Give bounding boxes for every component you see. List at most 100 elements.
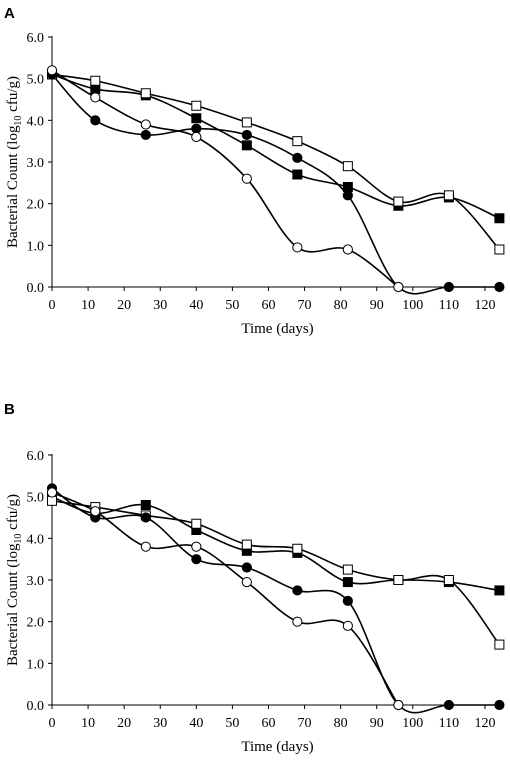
x-tick-label: 110	[439, 716, 459, 731]
data-point-open-circle	[292, 616, 303, 627]
x-tick-label: 40	[189, 716, 203, 731]
data-point-open-square	[292, 543, 303, 554]
data-point-open-circle	[393, 699, 404, 711]
x-tick-label: 80	[334, 716, 348, 731]
x-tick-label: 0	[49, 298, 56, 313]
series-line-open-circle	[51, 69, 399, 288]
series-markers-open-square	[47, 69, 505, 255]
data-point-filled-circle	[443, 699, 454, 711]
data-point-filled-square	[140, 500, 151, 510]
data-point-filled-square	[342, 577, 353, 588]
data-point-filled-circle	[191, 123, 202, 134]
data-point-open-circle	[90, 506, 101, 517]
data-point-filled-circle	[443, 281, 454, 293]
data-point-filled-circle	[494, 281, 505, 293]
x-axis-title: Time (days)	[241, 739, 313, 755]
y-tick-label: 5.0	[27, 491, 45, 506]
y-tick-label: 0.0	[27, 281, 45, 296]
data-point-filled-circle	[494, 699, 505, 711]
panel-letter: A	[4, 5, 15, 22]
data-point-filled-circle	[140, 512, 151, 523]
y-axis-title-suffix: cfu/g)	[5, 494, 21, 534]
y-tick-label: 4.0	[27, 532, 45, 547]
y-tick-label: 6.0	[27, 31, 45, 46]
data-point-open-circle	[241, 173, 252, 184]
y-axis-title: Bacterial Count (log10 cfu/g)	[5, 76, 24, 248]
data-point-open-square	[191, 518, 202, 529]
chart-panel-a: A 0.0 1.0 2.0 3.0 4.0 5.0 6.0 0 10 20 30 40 50 60 70 80 9…	[4, 5, 505, 337]
data-point-filled-square	[342, 182, 353, 192]
data-point-open-square	[241, 539, 252, 550]
data-point-open-square	[90, 75, 101, 86]
x-tick-label: 80	[334, 298, 348, 313]
x-tick-label: 50	[225, 298, 239, 313]
data-point-filled-circle	[241, 562, 252, 573]
data-point-open-square	[443, 190, 454, 201]
data-point-filled-circle	[342, 595, 353, 606]
data-point-open-square	[191, 100, 202, 111]
data-point-open-square	[342, 161, 353, 172]
data-point-filled-circle	[292, 585, 303, 596]
data-point-open-circle	[140, 541, 151, 552]
series-markers-filled-circle	[46, 69, 505, 293]
x-tick-label: 90	[370, 716, 384, 731]
y-axis-title-suffix: cfu/g)	[5, 76, 21, 116]
x-tick-label: 70	[298, 716, 312, 731]
data-point-filled-square	[292, 169, 303, 180]
y-tick-label: 0.0	[27, 699, 45, 714]
x-tick-label: 10	[81, 716, 95, 731]
x-tick-label: 0	[49, 716, 56, 731]
x-tick-label: 30	[153, 298, 167, 313]
panel-letter: B	[4, 401, 15, 418]
y-axis-title-subscript: 10	[13, 534, 24, 544]
x-tick-label: 20	[117, 298, 131, 313]
y-tick-label: 6.0	[27, 449, 45, 464]
data-point-filled-circle	[191, 554, 202, 565]
y-tick-label: 4.0	[27, 114, 45, 129]
x-tick-label: 90	[370, 298, 384, 313]
series-markers-open-circle	[46, 487, 404, 711]
data-point-filled-square	[191, 113, 202, 124]
series-line-open-square	[51, 73, 500, 251]
data-point-open-circle	[342, 244, 353, 255]
data-point-open-square	[393, 575, 404, 585]
y-tick-label: 1.0	[27, 239, 45, 254]
data-point-open-square	[494, 244, 505, 255]
data-point-open-circle	[241, 576, 252, 588]
x-tick-label: 100	[402, 298, 423, 313]
data-point-filled-square	[241, 140, 252, 151]
data-point-open-square	[241, 117, 252, 128]
data-point-open-square	[443, 575, 454, 585]
data-point-open-circle	[342, 620, 353, 631]
data-point-filled-circle	[90, 115, 101, 126]
data-point-open-circle	[191, 541, 202, 552]
data-point-filled-square	[90, 84, 101, 95]
series-markers-open-circle	[46, 65, 404, 293]
data-point-open-square	[140, 88, 151, 99]
y-axis-title-prefix: Bacterial Count (log	[5, 543, 21, 666]
data-point-open-circle	[292, 242, 303, 253]
x-tick-label: 30	[153, 716, 167, 731]
data-point-open-square	[342, 564, 353, 575]
data-point-open-circle	[90, 92, 101, 103]
data-point-open-circle	[46, 65, 58, 76]
data-point-open-circle	[46, 487, 58, 498]
data-point-open-square	[494, 639, 505, 650]
data-point-filled-circle	[342, 190, 353, 201]
y-tick-label: 3.0	[27, 156, 45, 171]
data-point-filled-circle	[140, 129, 151, 141]
series-markers-open-square	[47, 495, 505, 650]
data-point-open-circle	[393, 281, 404, 293]
series-line-filled-square	[51, 73, 500, 219]
y-axis-title-subscript: 10	[13, 116, 24, 126]
data-point-open-square	[393, 196, 404, 207]
x-tick-label: 60	[261, 298, 275, 313]
x-tick-label: 20	[117, 716, 131, 731]
data-point-open-square	[292, 136, 303, 147]
x-axis-title: Time (days)	[241, 321, 313, 337]
series-markers-filled-square	[47, 491, 505, 596]
data-point-filled-square	[494, 213, 505, 224]
y-tick-label: 1.0	[27, 657, 45, 672]
data-point-open-square	[47, 495, 57, 506]
data-point-filled-circle	[292, 152, 303, 163]
